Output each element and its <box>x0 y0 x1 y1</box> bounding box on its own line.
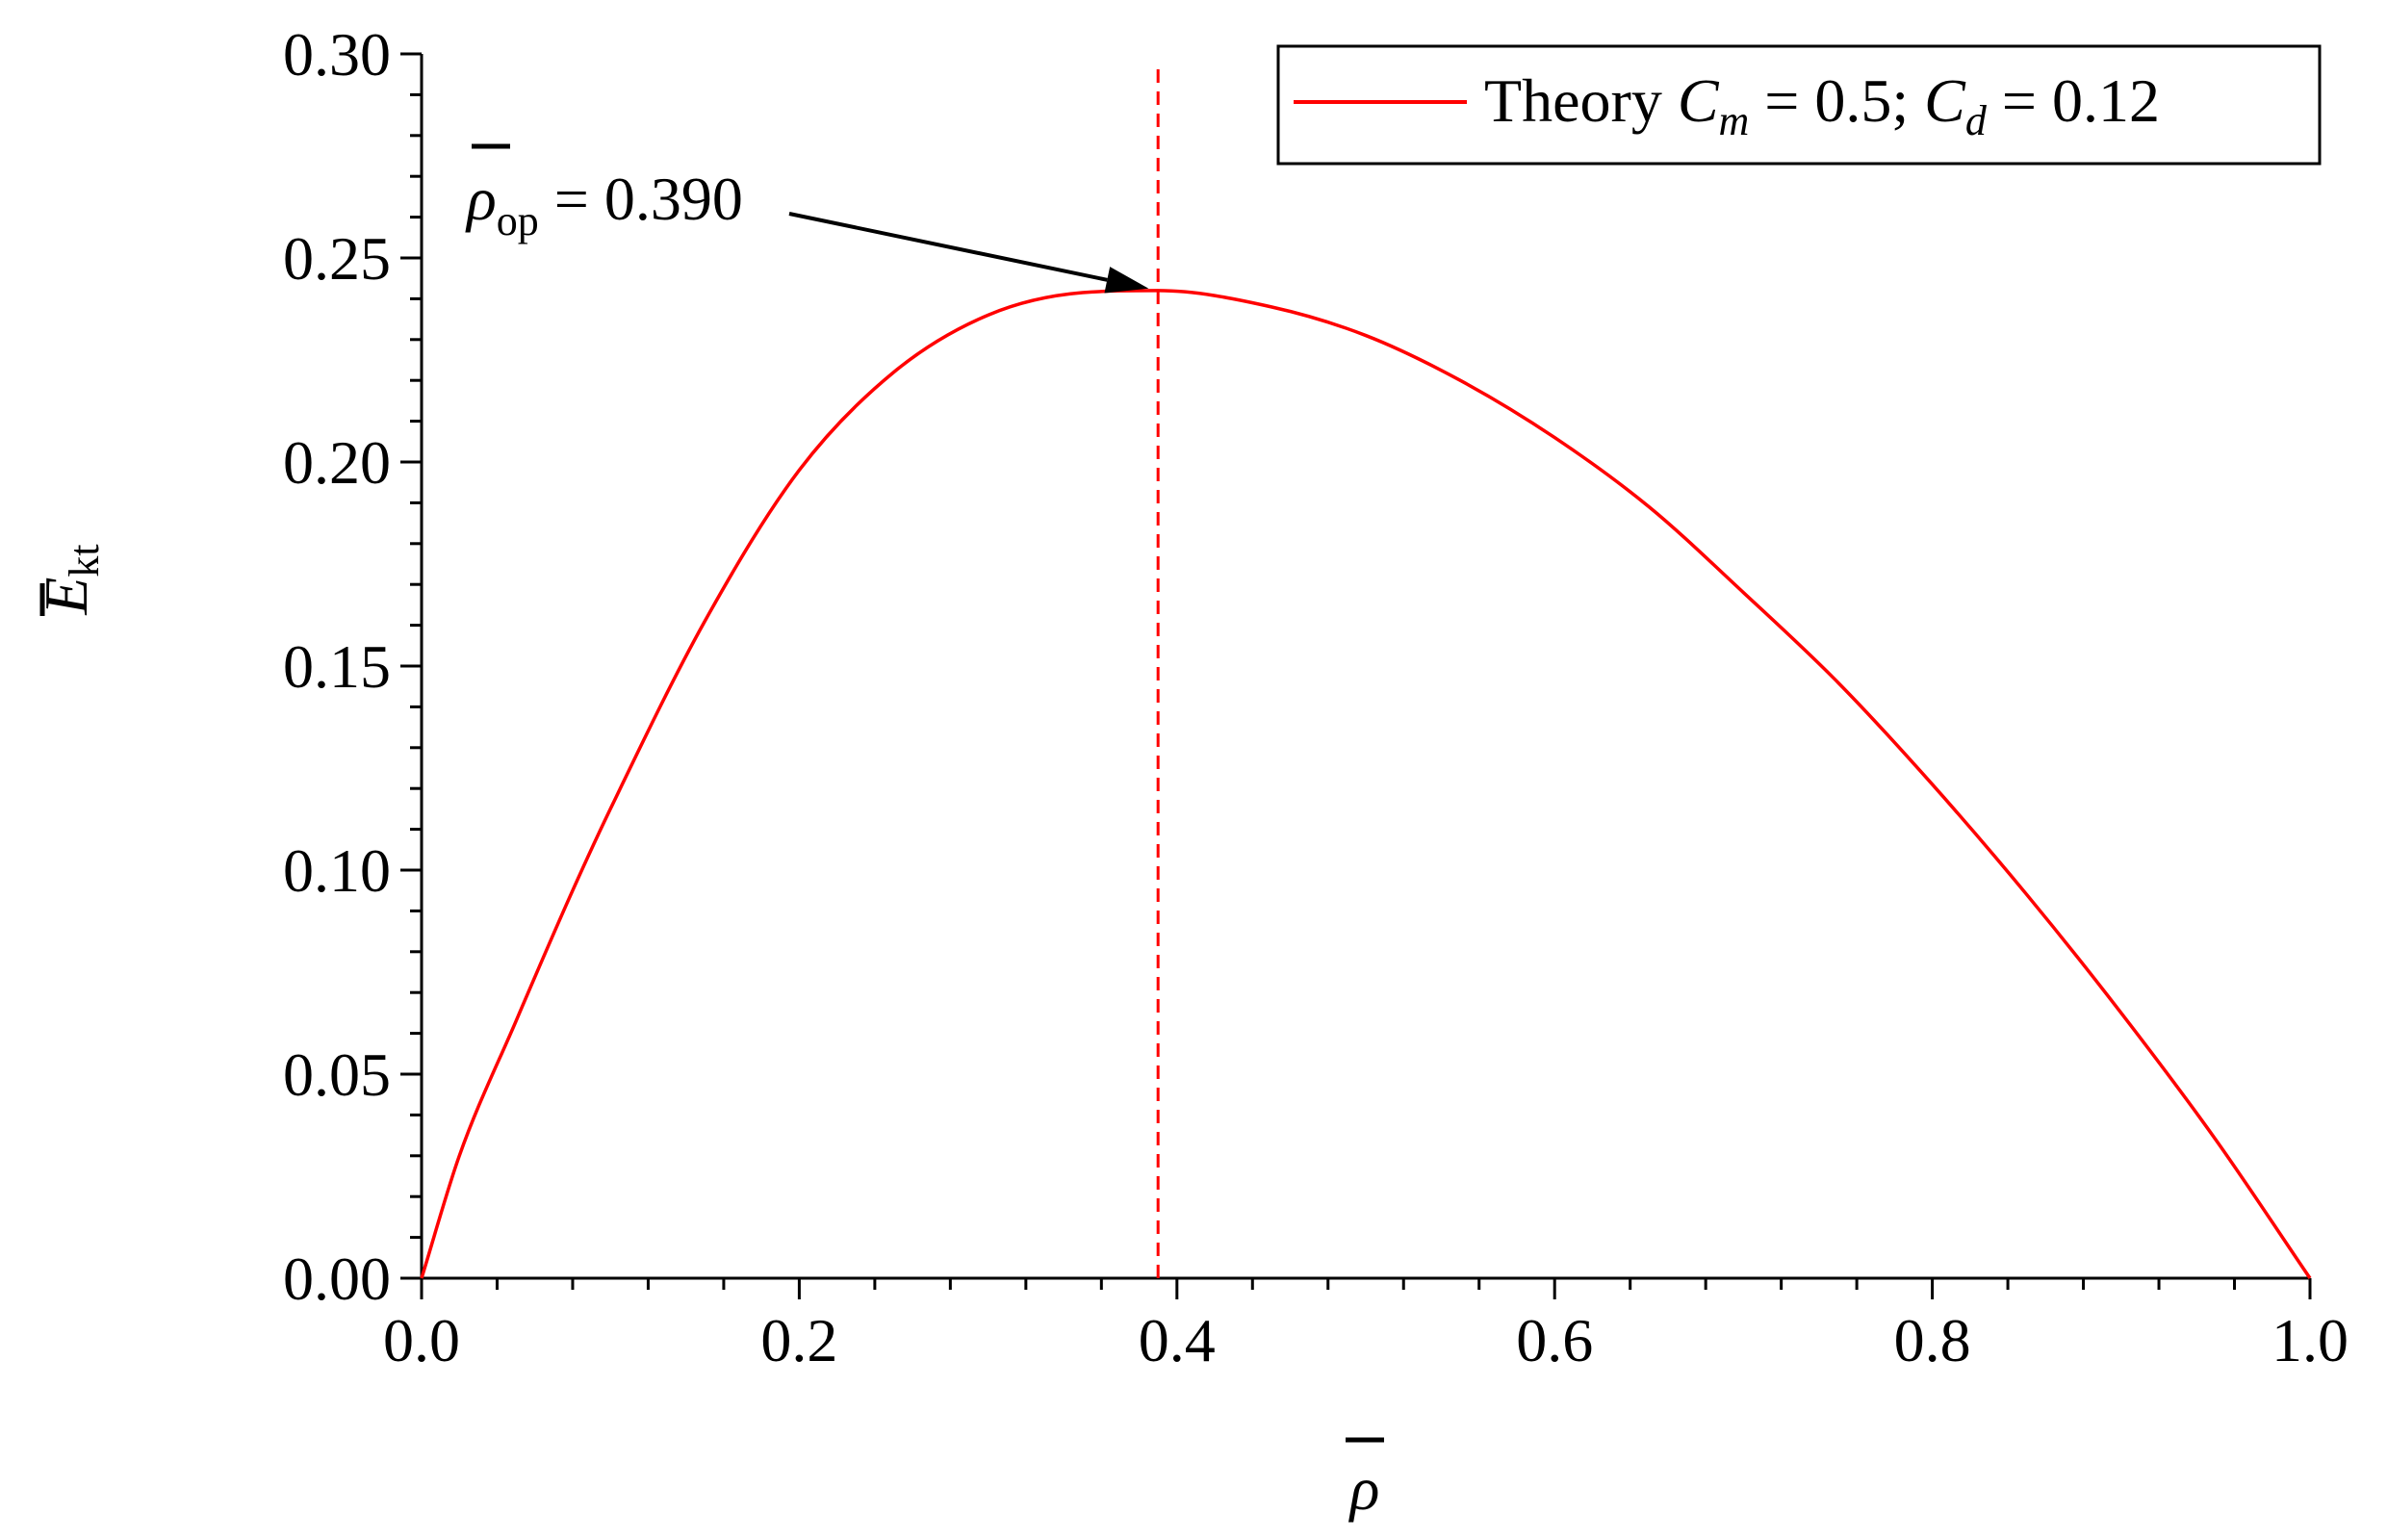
x-tick-label: 0.2 <box>760 1306 837 1374</box>
x-axis-label: ρ <box>1346 1437 1384 1523</box>
legend-cm-subscript: m <box>1719 97 1750 144</box>
y-tick-label: 0.10 <box>283 836 391 905</box>
y-tick-label: 0.20 <box>283 428 391 497</box>
x-axis-label-symbol: ρ <box>1348 1454 1380 1523</box>
y-axis-label: Ekt <box>32 544 108 616</box>
legend-prefix: Theory <box>1484 66 1678 135</box>
annotation-symbol: ρ <box>465 165 497 233</box>
x-tick-label: 0.6 <box>1516 1306 1593 1374</box>
series-line-theory <box>420 289 2312 1279</box>
annotation-text: ρop = 0.390 <box>465 165 743 244</box>
x-tick-label: 0.4 <box>1139 1306 1216 1374</box>
legend: Theory Cm = 0.5; Cd = 0.12 <box>1276 44 2322 166</box>
legend-box <box>1276 44 2322 166</box>
y-tick-label: 0.15 <box>283 632 391 701</box>
legend-cm-symbol: C <box>1678 66 1720 135</box>
y-axis-label-subscript: kt <box>61 544 108 577</box>
x-tick-label: 0.0 <box>383 1306 460 1374</box>
y-tick-label: 0.30 <box>283 20 391 89</box>
legend-series-label: Theory Cm = 0.5; Cd = 0.12 <box>1484 66 2160 144</box>
annotation-subscript: op <box>497 197 539 244</box>
legend-cd-subscript: d <box>1965 97 1988 144</box>
optimum-annotation: ρop = 0.390 <box>465 143 1149 294</box>
y-tick-label: 0.25 <box>283 224 391 293</box>
legend-mid: = 0.5; <box>1749 66 1924 135</box>
legend-suffix: = 0.12 <box>1987 66 2160 135</box>
x-tick-label: 1.0 <box>2272 1306 2348 1374</box>
x-tick-label: 0.8 <box>1894 1306 1971 1374</box>
y-tick-label: 0.05 <box>283 1040 391 1109</box>
annotation-arrowhead <box>1104 267 1149 294</box>
legend-cd-symbol: C <box>1924 66 1966 135</box>
annotation-value: = 0.390 <box>539 165 743 233</box>
annotation-arrow <box>788 212 1108 282</box>
y-tick-label: 0.00 <box>283 1245 391 1313</box>
plot-area: 0.0 0.2 0.4 0.6 0.8 1.0 0.00 0.05 0.10 0.15 0.20 0.… <box>283 20 2348 1374</box>
